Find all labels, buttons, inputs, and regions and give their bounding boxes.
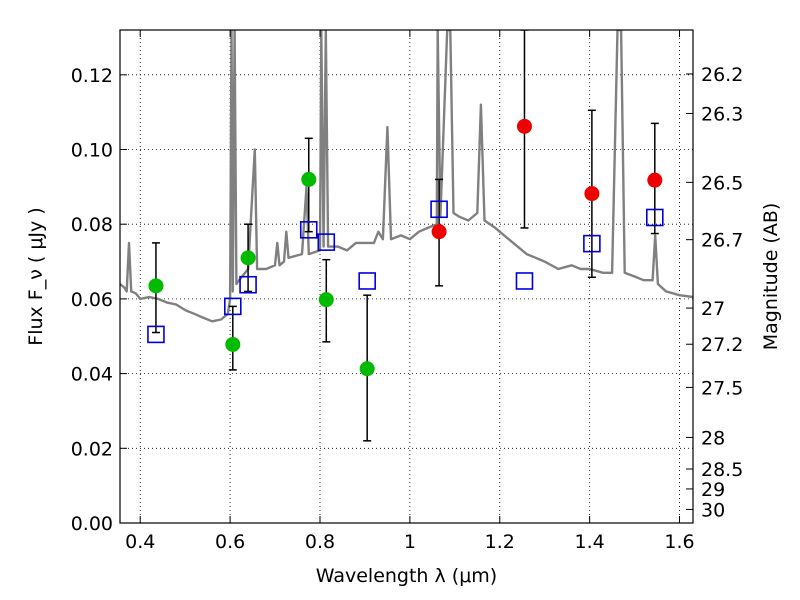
circle-marker [584, 186, 600, 202]
right-tick-label: 29 [701, 479, 725, 501]
circle-marker [240, 250, 256, 266]
square-marker [224, 297, 242, 316]
y-tick-label: 0.08 [71, 214, 113, 236]
model-spectrum [120, 30, 693, 323]
square-marker [358, 272, 376, 290]
right-tick-label: 27.2 [701, 334, 743, 356]
axis-ticks: 0.4 0.6 0.8 1 1.2 1.4 1.6 0.00 0.02 0.04 0.06 0.08 0… [71, 30, 743, 553]
circle-marker [301, 171, 317, 187]
y-tick-label: 0.10 [71, 140, 113, 162]
x-tick-label: 0.6 [215, 531, 245, 553]
right-tick-label: 26.5 [701, 172, 743, 194]
x-axis-label: Wavelength λ (μm) [316, 565, 497, 587]
x-tick-label: 1.4 [575, 531, 605, 553]
grid-lines [120, 30, 693, 523]
square-marker [515, 272, 534, 290]
right-tick-label: 30 [701, 499, 725, 521]
square-marker [147, 325, 165, 344]
square-marker [317, 233, 336, 251]
circle-marker [148, 278, 164, 294]
square-marker [645, 208, 664, 227]
y-tick-label: 0.04 [71, 364, 113, 386]
spectrum-line [120, 30, 693, 323]
circle-marker [431, 224, 447, 240]
circle-marker [647, 172, 663, 188]
right-axis-label: Magnitude (AB) [760, 203, 782, 351]
x-tick-label: 1.2 [485, 531, 515, 553]
circle-marker [225, 336, 241, 352]
circle-marker [516, 118, 532, 134]
y-tick-label: 0.00 [71, 513, 113, 535]
circle-marker [359, 361, 375, 377]
x-tick-label: 1 [404, 531, 416, 553]
error-bars [151, 30, 659, 442]
square-marker [239, 275, 257, 294]
plot-frame [119, 29, 694, 524]
data-markers [147, 118, 664, 377]
right-tick-label: 27.5 [701, 377, 743, 399]
right-tick-label: 26.3 [701, 103, 743, 125]
x-tick-label: 0.4 [125, 531, 155, 553]
y-axis-label: Flux F_ν ( μJy ) [25, 207, 47, 345]
right-tick-label: 28.5 [701, 459, 743, 481]
x-tick-label: 1.6 [664, 531, 694, 553]
y-tick-label: 0.12 [71, 65, 113, 87]
square-marker [430, 200, 448, 219]
x-tick-label: 0.8 [305, 531, 335, 553]
square-marker [583, 234, 601, 253]
right-tick-label: 26.2 [701, 64, 743, 86]
circle-marker [318, 292, 334, 308]
right-tick-label: 26.7 [701, 230, 743, 252]
square-marker [299, 221, 318, 239]
right-tick-label: 27 [701, 298, 725, 320]
y-tick-label: 0.06 [71, 289, 113, 311]
y-tick-label: 0.02 [71, 438, 113, 460]
right-tick-label: 28 [701, 427, 725, 449]
